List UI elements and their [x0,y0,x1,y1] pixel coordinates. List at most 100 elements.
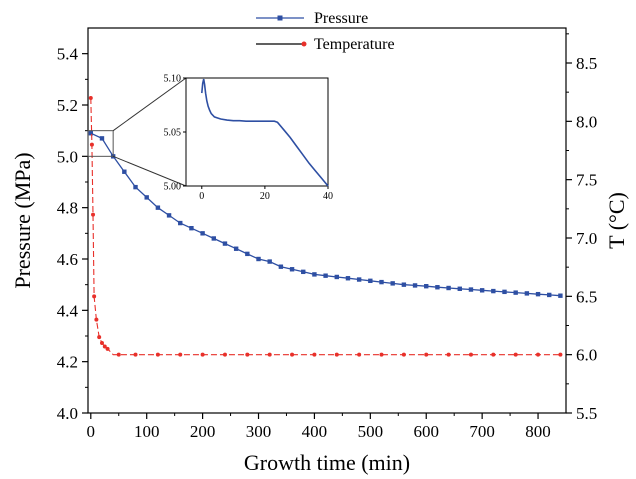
pressure-point [446,285,451,291]
inset-pressure-line [201,78,329,187]
pressure-point [155,205,161,210]
pressure-point [368,278,373,284]
temperature-point [99,341,104,345]
temperature-point [92,294,97,299]
temperature-point [357,352,362,357]
pressure-point [457,286,462,291]
y-left-tick-label: 4.6 [57,250,78,269]
x-tick-label: 700 [469,422,495,441]
pressure-point [558,293,563,298]
pressure-point [401,282,407,287]
zoom-connector-top [112,77,187,132]
temperature-point [222,352,227,357]
x-tick-label: 0 [87,422,96,441]
x-tick-label: 400 [302,422,328,441]
temperature-point [97,335,102,340]
y-left-tick-label: 5.2 [57,96,78,115]
temperature-point [468,352,473,357]
inset-x-tick-label: 40 [323,191,333,202]
temperature-series-line [90,97,561,356]
legend: Pressure Temperature [256,10,395,53]
pressure-point [122,169,127,174]
zoom-connector-bottom [112,155,187,187]
pressure-point [334,274,339,280]
x-axis-title: Growth time (min) [244,450,410,475]
temperature-point [267,352,272,357]
temperature-point [446,352,451,357]
pressure-point [88,131,93,136]
inset-plot: 0 20 40 5.00 5.05 5.10 [112,74,333,202]
temperature-point [89,142,94,147]
temperature-point [133,352,138,357]
y-left-tick-label: 5.4 [57,45,79,64]
x-tick-label: 100 [134,422,160,441]
y-left-tick-label: 4.2 [57,353,78,372]
pressure-point [178,220,183,226]
pressure-point [435,285,440,290]
y-right-tick-label: 7.0 [576,229,597,248]
x-tick-label: 300 [246,422,272,441]
legend-pressure-marker [277,15,283,21]
pressure-point [200,231,205,236]
y-right-tick-label: 6.5 [576,287,597,306]
inset-y-tick-label: 5.00 [164,182,182,193]
pressure-point [379,279,384,285]
legend-temperature-marker [301,41,307,47]
inset-x-tick-label: 0 [199,191,204,202]
y-right-tick-label: 8.0 [576,112,597,131]
temperature-point [178,352,183,357]
pressure-point [502,289,507,295]
pressure-point [256,256,261,262]
inset-x-tick-label: 20 [260,191,270,202]
temperature-point [401,352,406,357]
pressure-point [233,246,239,251]
pressure-point [535,291,541,297]
plot-frame [87,27,567,414]
temperature-point [245,352,250,357]
x-tick-label: 200 [190,422,216,441]
temperature-point [536,352,541,357]
pressure-point [468,287,474,292]
y-right-tick-label: 6.0 [576,346,597,365]
temperature-point [558,352,563,357]
y-left-tick-label: 4.8 [57,199,78,218]
x-tick-label: 800 [525,422,551,441]
temperature-point [513,352,518,357]
pressure-point [547,292,552,298]
pressure-point [278,264,284,269]
y-left-tick-label: 5.0 [57,147,78,166]
pressure-point [99,136,105,141]
temperature-point [424,352,429,357]
temperature-point [200,352,205,357]
pressure-point [245,251,250,257]
temperature-point [91,212,96,217]
y-right-axis-title: T (°C) [604,192,629,249]
pressure-point [479,288,485,293]
pressure-point [289,267,295,272]
pressure-point [222,241,228,246]
legend-temperature-label: Temperature [314,36,395,53]
main-plot: 0 100 200 300 400 500 600 700 8004.04.24.44.64.8… [10,27,629,475]
temperature-point [116,352,121,357]
y-right-tick-label: 7.5 [576,171,597,190]
pressure-point [491,288,496,294]
pressure-point [312,272,317,277]
temperature-point [155,352,160,357]
pressure-point [424,284,429,289]
pressure-point [390,281,395,286]
legend-pressure-label: Pressure [314,10,368,27]
pressure-point [166,213,172,218]
y-right-tick-label: 8.5 [576,54,597,73]
pressure-point [412,283,418,288]
pressure-point [144,195,149,200]
pressure-point [356,277,362,282]
y-left-tick-label: 4.4 [57,301,79,320]
temperature-point [379,352,384,357]
y-left-axis-title: Pressure (MPa) [10,152,35,288]
pressure-point [513,290,518,295]
temperature-point [491,352,496,357]
pressure-point [133,184,138,190]
temperature-point [94,317,99,322]
temperature-point [102,344,107,349]
